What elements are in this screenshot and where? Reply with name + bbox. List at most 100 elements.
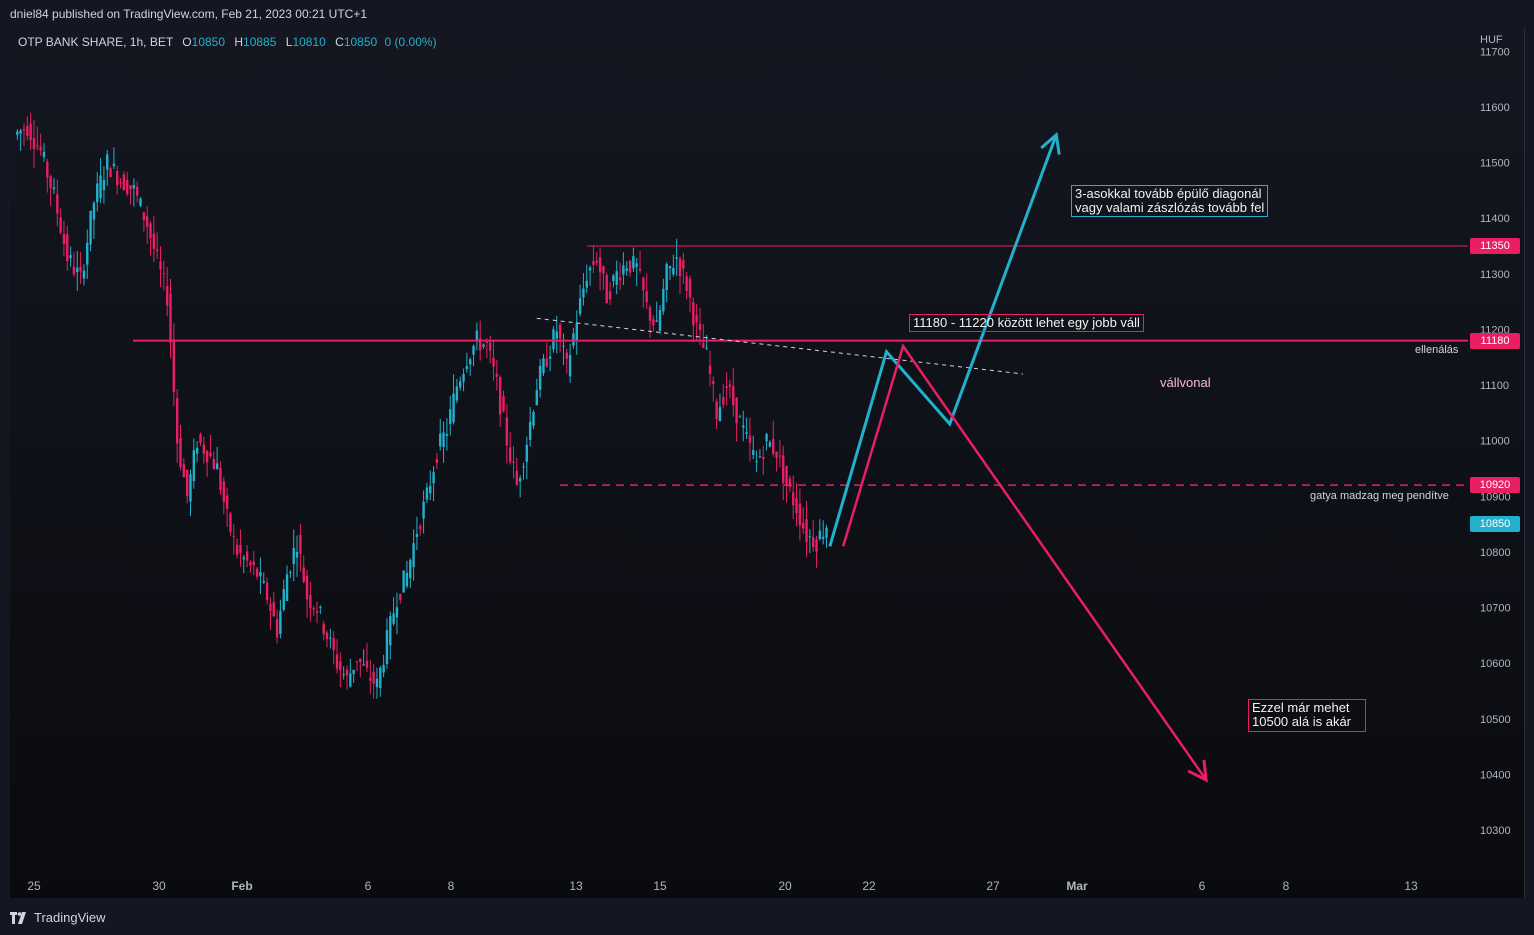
candle-body (302, 567, 305, 583)
candle-body (702, 343, 705, 348)
candle-body (49, 176, 52, 189)
candle-body (159, 261, 162, 270)
candle-body (821, 536, 825, 540)
candle-body (66, 234, 69, 262)
candle-body (632, 256, 635, 269)
candle-body (435, 459, 439, 463)
candle-body (542, 358, 545, 374)
candle-body (735, 397, 738, 424)
candle-body (439, 433, 442, 447)
candle-body (508, 447, 512, 462)
candle-body (538, 365, 542, 390)
candle-body (179, 438, 182, 467)
candle-body (455, 386, 459, 401)
candle-body (622, 265, 625, 275)
candle-body (212, 458, 215, 470)
candle-body (82, 270, 86, 279)
y-tick-11500: 11500 (1480, 158, 1510, 170)
candle-body (802, 522, 805, 529)
candle-body (808, 536, 812, 538)
candle-body (415, 534, 419, 538)
candle-body (682, 260, 685, 269)
candle-body (22, 129, 26, 131)
chart-pane[interactable] (10, 28, 1525, 898)
candle-body (645, 291, 648, 303)
candle-body (19, 130, 22, 134)
candle-body (232, 535, 235, 537)
neckline (536, 317, 1024, 375)
candle-body (99, 175, 102, 199)
candle-body (182, 464, 186, 478)
candle-body (748, 435, 752, 443)
bullish-arrow-head (1040, 131, 1061, 155)
candle-body (635, 263, 638, 267)
candle-body (395, 607, 399, 618)
publish-info: dniel84 published on TradingView.com, Fe… (10, 7, 368, 21)
candle-body (402, 570, 405, 593)
x-tick-13: 13 (569, 879, 583, 893)
candle-body (815, 539, 818, 552)
candle-body (648, 306, 652, 321)
candle-body (782, 455, 785, 483)
candle-body (585, 280, 588, 288)
candle-body (535, 390, 539, 406)
bearish-projection (841, 343, 1208, 781)
y-tick-11700: 11700 (1480, 46, 1510, 58)
candle-body (325, 632, 329, 640)
candle-body (335, 654, 339, 669)
candle-body (498, 377, 502, 415)
candle-body (522, 466, 525, 468)
candle-body (518, 477, 522, 482)
diagonal-note[interactable]: 3-asokkal tovább épülő diagonál vagy val… (1071, 185, 1269, 217)
candle-body (42, 151, 46, 157)
candle-body (668, 266, 672, 269)
tradingview-logo[interactable]: TradingView (10, 910, 106, 925)
candle-body (375, 678, 379, 688)
candle-body (625, 268, 628, 271)
candle-body (355, 661, 359, 663)
candle-body (618, 277, 622, 281)
diagonal-note-line-2: vagy valami zászlózás tovább fel (1075, 200, 1265, 215)
candle-body (282, 589, 285, 610)
candle-body (825, 527, 828, 538)
candle-body (805, 519, 808, 542)
candle-body (79, 266, 82, 272)
candle-body (365, 660, 369, 668)
candle-body (76, 267, 79, 273)
candle-body (199, 434, 202, 443)
candle-body (722, 397, 725, 405)
candle-body (109, 168, 112, 178)
right-shoulder-note[interactable]: 11180 - 11220 között lehet egy jobb váll (909, 314, 1144, 332)
candle-body (755, 461, 758, 463)
y-tick-11000: 11000 (1480, 436, 1510, 448)
candle-body (465, 366, 469, 370)
candle-body (195, 447, 199, 454)
candle-body (252, 561, 255, 566)
candle-body (708, 365, 712, 375)
y-tick-11600: 11600 (1480, 102, 1510, 114)
neckline-label: vállvonal (1160, 375, 1211, 390)
candle-body (412, 543, 415, 568)
x-tick-mar: Mar (1066, 879, 1088, 893)
price-tag-11350: 11350 (1470, 238, 1520, 255)
candle-body (532, 411, 535, 426)
candle-body (752, 450, 755, 455)
bearish-arrow-head (1187, 759, 1208, 783)
candle-body (149, 223, 152, 239)
symbol-legend[interactable]: OTP BANK SHARE, 1h, BET O10850 H10885 L1… (18, 35, 437, 49)
y-tick-10400: 10400 (1480, 769, 1511, 781)
candle-body (572, 333, 575, 346)
candle-body (189, 474, 192, 502)
candle-body (405, 572, 409, 587)
candle-body (628, 260, 632, 273)
candle-body (422, 501, 425, 519)
candle-body (612, 275, 615, 282)
candle-body (588, 267, 592, 271)
candle-body (768, 442, 772, 447)
candle-body (235, 544, 239, 556)
y-tick-11100: 11100 (1480, 380, 1509, 392)
target-note[interactable]: Ezzel már mehet 10500 alá is akár (1248, 699, 1367, 732)
candle-body (272, 602, 275, 617)
y-tick-10300: 10300 (1480, 825, 1511, 837)
